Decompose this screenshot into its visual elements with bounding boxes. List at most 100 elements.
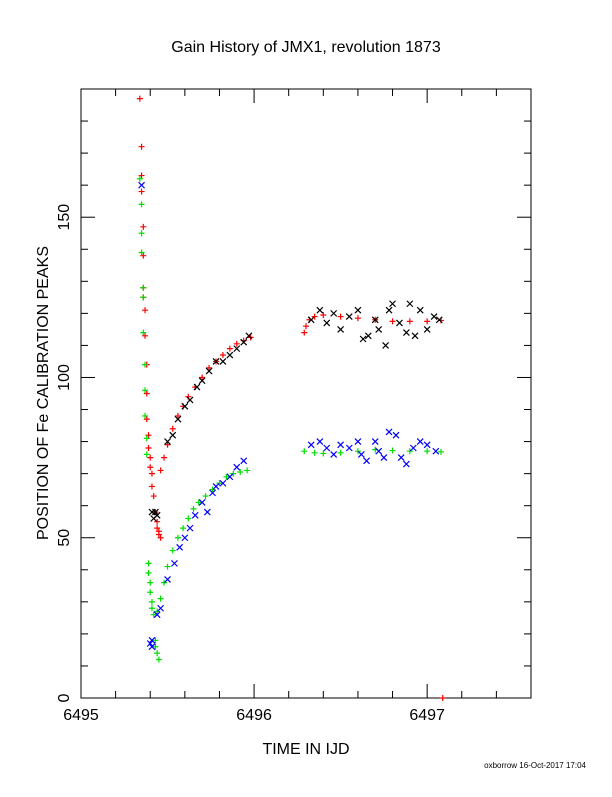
data-point <box>169 425 176 432</box>
data-point <box>152 637 159 644</box>
data-point <box>392 431 400 439</box>
data-point <box>140 223 147 230</box>
data-point <box>147 454 154 461</box>
data-point <box>311 449 318 456</box>
data-point <box>409 444 417 452</box>
data-point <box>212 358 220 365</box>
y-tick-label: 150 <box>56 204 73 231</box>
data-point <box>151 508 159 516</box>
data-point <box>209 486 216 493</box>
data-point <box>142 387 149 394</box>
data-points <box>136 95 446 701</box>
data-point <box>424 448 431 455</box>
data-point <box>153 511 161 519</box>
data-point <box>185 515 192 522</box>
chart-title: Gain History of JMX1, revolution 1873 <box>171 39 441 56</box>
data-point <box>142 412 149 419</box>
data-point <box>154 608 161 615</box>
data-point <box>423 325 431 333</box>
data-point <box>138 249 145 256</box>
x-axis-label: TIME IN IJD <box>262 741 349 758</box>
data-point <box>371 438 379 446</box>
data-point <box>212 483 220 490</box>
data-point <box>216 480 223 487</box>
data-point <box>432 447 440 455</box>
data-point <box>389 318 396 325</box>
data-point <box>140 329 147 336</box>
data-point <box>402 460 410 468</box>
data-point <box>330 309 338 317</box>
data-point <box>190 505 197 512</box>
data-point <box>423 441 431 449</box>
data-point <box>385 306 393 314</box>
data-point <box>164 575 171 583</box>
data-point <box>206 364 213 371</box>
data-point <box>438 448 444 455</box>
y-tick-label: 50 <box>56 529 73 547</box>
data-point <box>301 329 308 336</box>
y-axis: 0 50 100 150 <box>56 88 531 702</box>
data-point <box>152 643 159 650</box>
data-point <box>411 332 419 340</box>
data-point <box>145 444 152 451</box>
data-point <box>142 307 149 314</box>
data-point <box>439 695 446 701</box>
data-point <box>193 383 201 391</box>
data-point <box>226 351 234 359</box>
data-point <box>199 374 206 381</box>
data-point <box>180 525 187 532</box>
data-point <box>198 377 206 385</box>
data-point <box>147 464 154 471</box>
data-point <box>136 95 143 102</box>
data-point <box>435 316 443 324</box>
data-point <box>138 143 145 150</box>
data-point <box>153 611 161 619</box>
data-point <box>186 524 194 532</box>
data-point <box>143 435 150 442</box>
x-tick-label: 6497 <box>409 707 445 724</box>
data-point <box>320 450 327 457</box>
data-point <box>142 361 149 368</box>
data-point <box>337 449 344 456</box>
data-point <box>337 441 345 449</box>
data-point <box>198 499 206 506</box>
data-point <box>209 489 216 497</box>
data-point <box>233 463 241 471</box>
data-point <box>169 547 176 554</box>
data-point <box>416 438 424 446</box>
data-point <box>181 402 189 410</box>
data-point <box>157 604 165 612</box>
data-point <box>375 325 383 333</box>
data-point <box>195 499 202 506</box>
data-point <box>143 451 150 458</box>
data-point <box>148 643 156 651</box>
data-point <box>320 311 327 318</box>
data-point <box>186 396 194 404</box>
x-tick-label: 6496 <box>236 707 272 724</box>
data-point <box>311 313 318 320</box>
data-point <box>148 483 155 490</box>
data-point <box>181 534 189 542</box>
data-point <box>233 340 240 347</box>
data-point <box>161 454 168 461</box>
data-point <box>140 294 147 301</box>
data-point <box>337 325 345 333</box>
data-point <box>406 300 414 308</box>
data-point <box>345 444 353 452</box>
data-point <box>154 518 161 525</box>
data-point <box>354 306 362 314</box>
data-point <box>301 448 308 455</box>
data-point <box>371 316 379 324</box>
data-point <box>154 650 161 657</box>
data-point <box>138 201 145 208</box>
data-point <box>323 319 331 327</box>
data-point <box>143 390 150 397</box>
data-point <box>191 511 199 519</box>
data-point <box>375 447 383 455</box>
data-point <box>345 313 353 320</box>
data-point <box>203 508 211 516</box>
data-point <box>402 329 410 337</box>
data-point <box>174 415 182 423</box>
